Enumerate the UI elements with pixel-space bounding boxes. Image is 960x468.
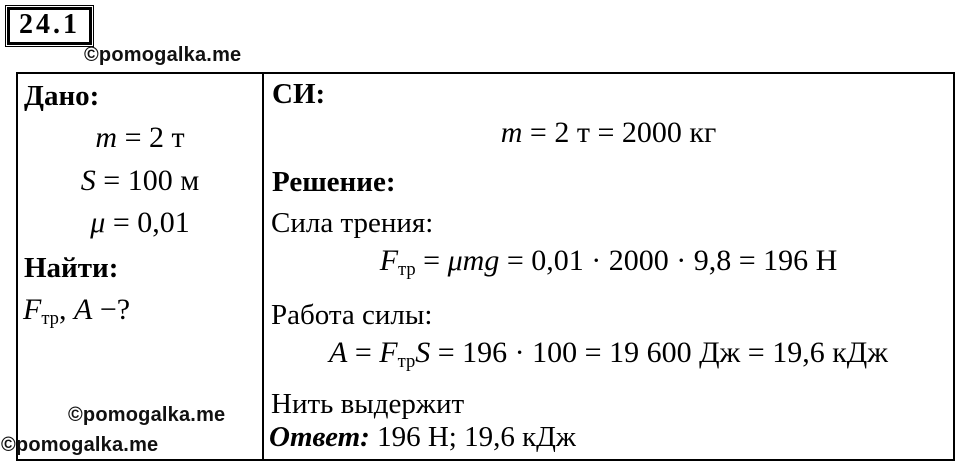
math-segment: = 0,01: [105, 206, 190, 239]
math-segment: = 100 м: [95, 164, 200, 197]
watermark-top: ©pomogalka.me: [84, 44, 242, 66]
work-label: Работа силы:: [271, 299, 433, 331]
work-equation: A = FтрS = 196 · 100 = 19 600 Дж = 19,6 …: [264, 335, 953, 375]
given-equation-mu: μ = 0,01: [18, 205, 262, 241]
solution-column: СИ: m = 2 т = 2000 кг Решение: Сила трен…: [264, 74, 953, 459]
math-segment: Ответ:: [269, 421, 370, 453]
math-segment: −?: [92, 293, 131, 326]
given-equation-mass: m = 2 т: [18, 120, 262, 156]
friction-force-label: Сила трения:: [271, 207, 434, 239]
solution-table: Дано: m = 2 т S = 100 м μ = 0,01 Найти: …: [16, 72, 955, 461]
math-segment: S: [80, 164, 96, 197]
given-header: Дано:: [24, 80, 100, 112]
math-segment: A: [329, 336, 348, 369]
note-text: Нить выдержит: [271, 388, 465, 420]
math-segment: =: [347, 336, 380, 369]
find-quantities: Fтр, A −?: [23, 292, 130, 332]
math-segment: m: [95, 121, 118, 154]
math-segment: = 196 · 100 = 19 600 Дж = 19,6 кДж: [430, 336, 888, 369]
math-segment: тр: [41, 307, 59, 329]
given-column: Дано: m = 2 т S = 100 м μ = 0,01 Найти: …: [18, 74, 264, 459]
math-segment: тр: [397, 350, 416, 372]
math-segment: 196 Н; 19,6 кДж: [369, 421, 576, 453]
friction-force-equation: Fтр = μmg = 0,01 · 2000 · 9,8 = 196 Н: [264, 243, 953, 283]
problem-number: 24.1: [19, 9, 80, 40]
problem-number-badge: 24.1: [7, 7, 92, 45]
given-equation-distance: S = 100 м: [18, 163, 262, 199]
math-segment: = 2 т = 2000 кг: [522, 116, 717, 149]
math-segment: F: [23, 293, 42, 326]
math-segment: μmg: [447, 244, 500, 277]
watermark-bottom: ©pomogalka.me: [1, 434, 159, 456]
math-segment: ,: [58, 293, 74, 326]
math-segment: =: [415, 244, 448, 277]
math-segment: m: [500, 116, 523, 149]
math-segment: F: [379, 336, 398, 369]
answer-line: Ответ: 196 Н; 19,6 кДж: [269, 419, 576, 455]
solution-header: Решение:: [272, 166, 396, 198]
math-segment: S: [415, 336, 431, 369]
si-conversion-equation: m = 2 т = 2000 кг: [264, 115, 953, 151]
math-segment: A: [73, 293, 93, 326]
math-segment: тр: [398, 258, 416, 280]
si-header: СИ:: [272, 78, 326, 110]
math-segment: F: [379, 244, 399, 277]
math-segment: = 2 т: [117, 121, 185, 154]
math-segment: = 0,01 · 2000 · 9,8 = 196 Н: [499, 244, 838, 277]
watermark-middle: ©pomogalka.me: [68, 404, 226, 426]
find-header: Найти:: [24, 252, 119, 284]
math-segment: μ: [90, 206, 106, 239]
